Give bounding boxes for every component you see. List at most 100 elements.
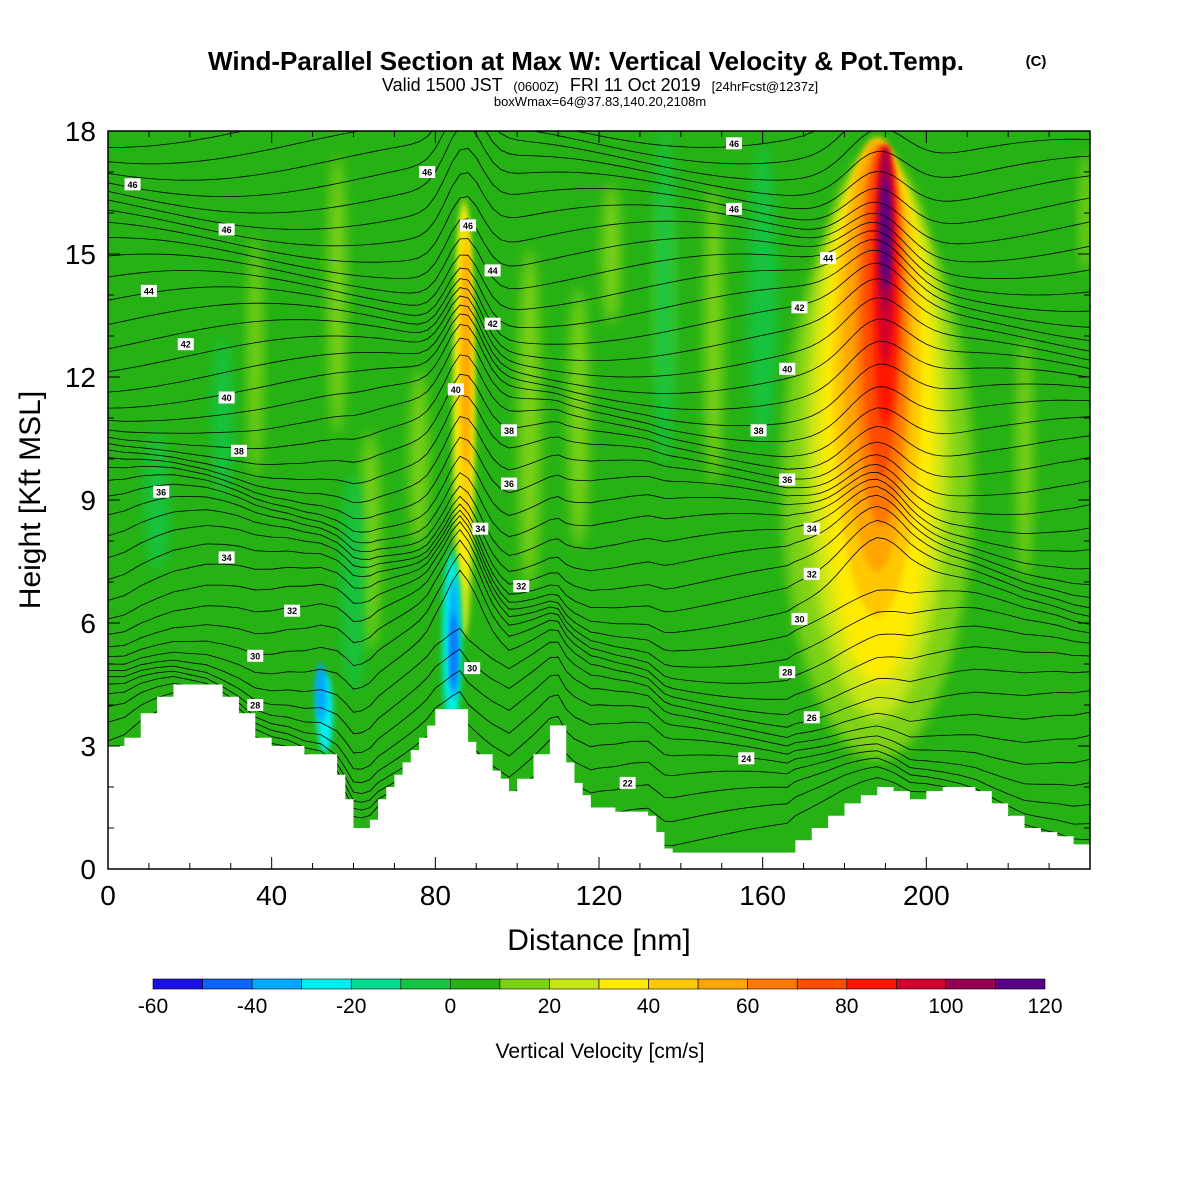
theta-contour-line [108,304,1090,394]
main-updraft-10 [880,178,891,289]
theta-contour-label: 46 [726,137,743,150]
theta-contour-line [108,485,1090,570]
weak-downdraft-2 [341,472,366,692]
theta-contour-label: 44 [140,284,157,297]
theta-contour-line [108,230,1090,296]
x-tick-label: 0 [100,880,116,911]
colorbar: -60 -40 -20 0 20 40 60 80 100 120 [138,978,1063,1018]
theta-contour-line [108,648,1090,738]
svg-text:38: 38 [234,446,244,456]
theta-contour-line [108,704,1090,825]
svg-text:42: 42 [794,303,804,313]
theta-contour-line [108,249,1090,329]
svg-text:46: 46 [463,221,473,231]
svg-text:46: 46 [422,168,432,178]
theta-contour-line [108,337,1090,443]
x-tick-label: 200 [903,880,950,911]
theta-contour-label: 30 [791,612,808,625]
theta-contour-label: 46 [218,223,235,236]
colorbar-tick-label: 0 [444,995,456,1018]
theta-contour-line [108,528,1090,668]
svg-text:24: 24 [741,754,751,764]
y-tick-label: 9 [80,485,96,516]
colorbar-swatch [450,978,501,990]
y-tick-label: 6 [80,608,96,639]
svg-text:32: 32 [516,582,526,592]
svg-text:32: 32 [807,569,817,579]
theta-contour-label: 42 [484,317,501,330]
theta-contour-label: 44 [820,252,837,265]
theta-contour-line [108,509,1090,613]
theta-contour-line [108,262,1090,345]
theta-contour-line [108,455,1090,535]
theta-contour-label: 22 [619,776,636,789]
svg-text:34: 34 [222,553,232,563]
theta-contour-label: 34 [803,522,820,535]
theta-contour-line [108,218,1090,280]
theta-contour-line [108,324,1090,427]
colorbar-tick-label: 120 [1027,995,1062,1018]
theta-contour-line [108,503,1090,598]
theta-contour-label: 30 [247,649,264,662]
theta-contour-label: 34 [218,551,235,564]
theta-contour-line [108,278,1090,362]
y-axis-label: Height [Kft MSL] [14,391,47,609]
weak-updraft-8 [704,186,723,486]
theta-contour-label: 44 [484,264,501,277]
chart-subtitle: Valid 1500 JST (0600Z) FRI 11 Oct 2019 [… [382,75,818,95]
colorbar-tick-label: -60 [138,995,168,1018]
x-tick-label: 80 [420,880,451,911]
theta-contour-line [108,682,1090,787]
theta-contour-label: 46 [419,166,436,178]
colorbar-tick-label: 100 [928,995,963,1018]
theta-contour-line [108,373,1090,470]
svg-text:22: 22 [623,778,633,788]
theta-contour-label: 32 [284,604,301,617]
colorbar-tick-label: 80 [835,995,858,1018]
theta-contour-line [108,569,1090,716]
theta-contour-label: 36 [500,477,517,490]
colorbar-swatch [251,978,302,990]
plot-area: 46 46 46 46 46 46 44 44 44 42 42 42 40 40 40 38 38 38 36 36… [108,131,1090,869]
svg-text:44: 44 [823,254,833,264]
weak-updraft-6 [602,184,621,324]
svg-text:46: 46 [128,180,138,190]
theta-contour-line [108,676,1090,770]
svg-text:34: 34 [807,524,817,534]
theta-contour-line [108,552,1090,700]
colorbar-label: Vertical Velocity [cm/s] [496,1040,705,1063]
theta-contour-label: 38 [500,424,517,437]
theta-contour-label: 40 [447,383,464,396]
theta-contour-line [108,172,1090,247]
svg-text:36: 36 [782,475,792,485]
theta-contour-line [108,692,1090,807]
colorbar-swatch [499,978,550,990]
theta-contour-label: 26 [803,711,820,724]
svg-text:34: 34 [475,524,485,534]
svg-text:46: 46 [729,204,739,214]
svg-text:36: 36 [156,487,166,497]
svg-text:38: 38 [504,426,514,436]
colorbar-swatch [598,978,649,990]
theta-contour-label: 32 [803,567,820,580]
x-axis-label: Distance [nm] [507,924,690,957]
theta-contour-label: 24 [738,752,755,765]
theta-contour-line [108,196,1090,263]
theta-contour-label: 38 [750,424,767,437]
y-tick-label: 18 [65,116,96,147]
weak-updraft-0 [248,236,263,477]
weak-updraft-9 [1016,339,1033,579]
svg-text:30: 30 [794,614,804,624]
weak-updraft-1 [328,155,347,435]
colorbar-tick-label: 20 [538,995,561,1018]
theta-contour-label: 34 [472,522,489,535]
colorbar-tick-label: 60 [736,995,759,1018]
colorbar-tick-label: -20 [336,995,366,1018]
svg-text:42: 42 [181,340,191,350]
secondary-updraft-3 [462,246,471,467]
colorbar-swatch [648,978,699,990]
theta-contour-label: 40 [779,362,796,375]
colorbar-swatch [301,978,352,990]
svg-text:28: 28 [782,668,792,678]
x-axis: 0 40 80 120 160 200 [100,131,1091,911]
